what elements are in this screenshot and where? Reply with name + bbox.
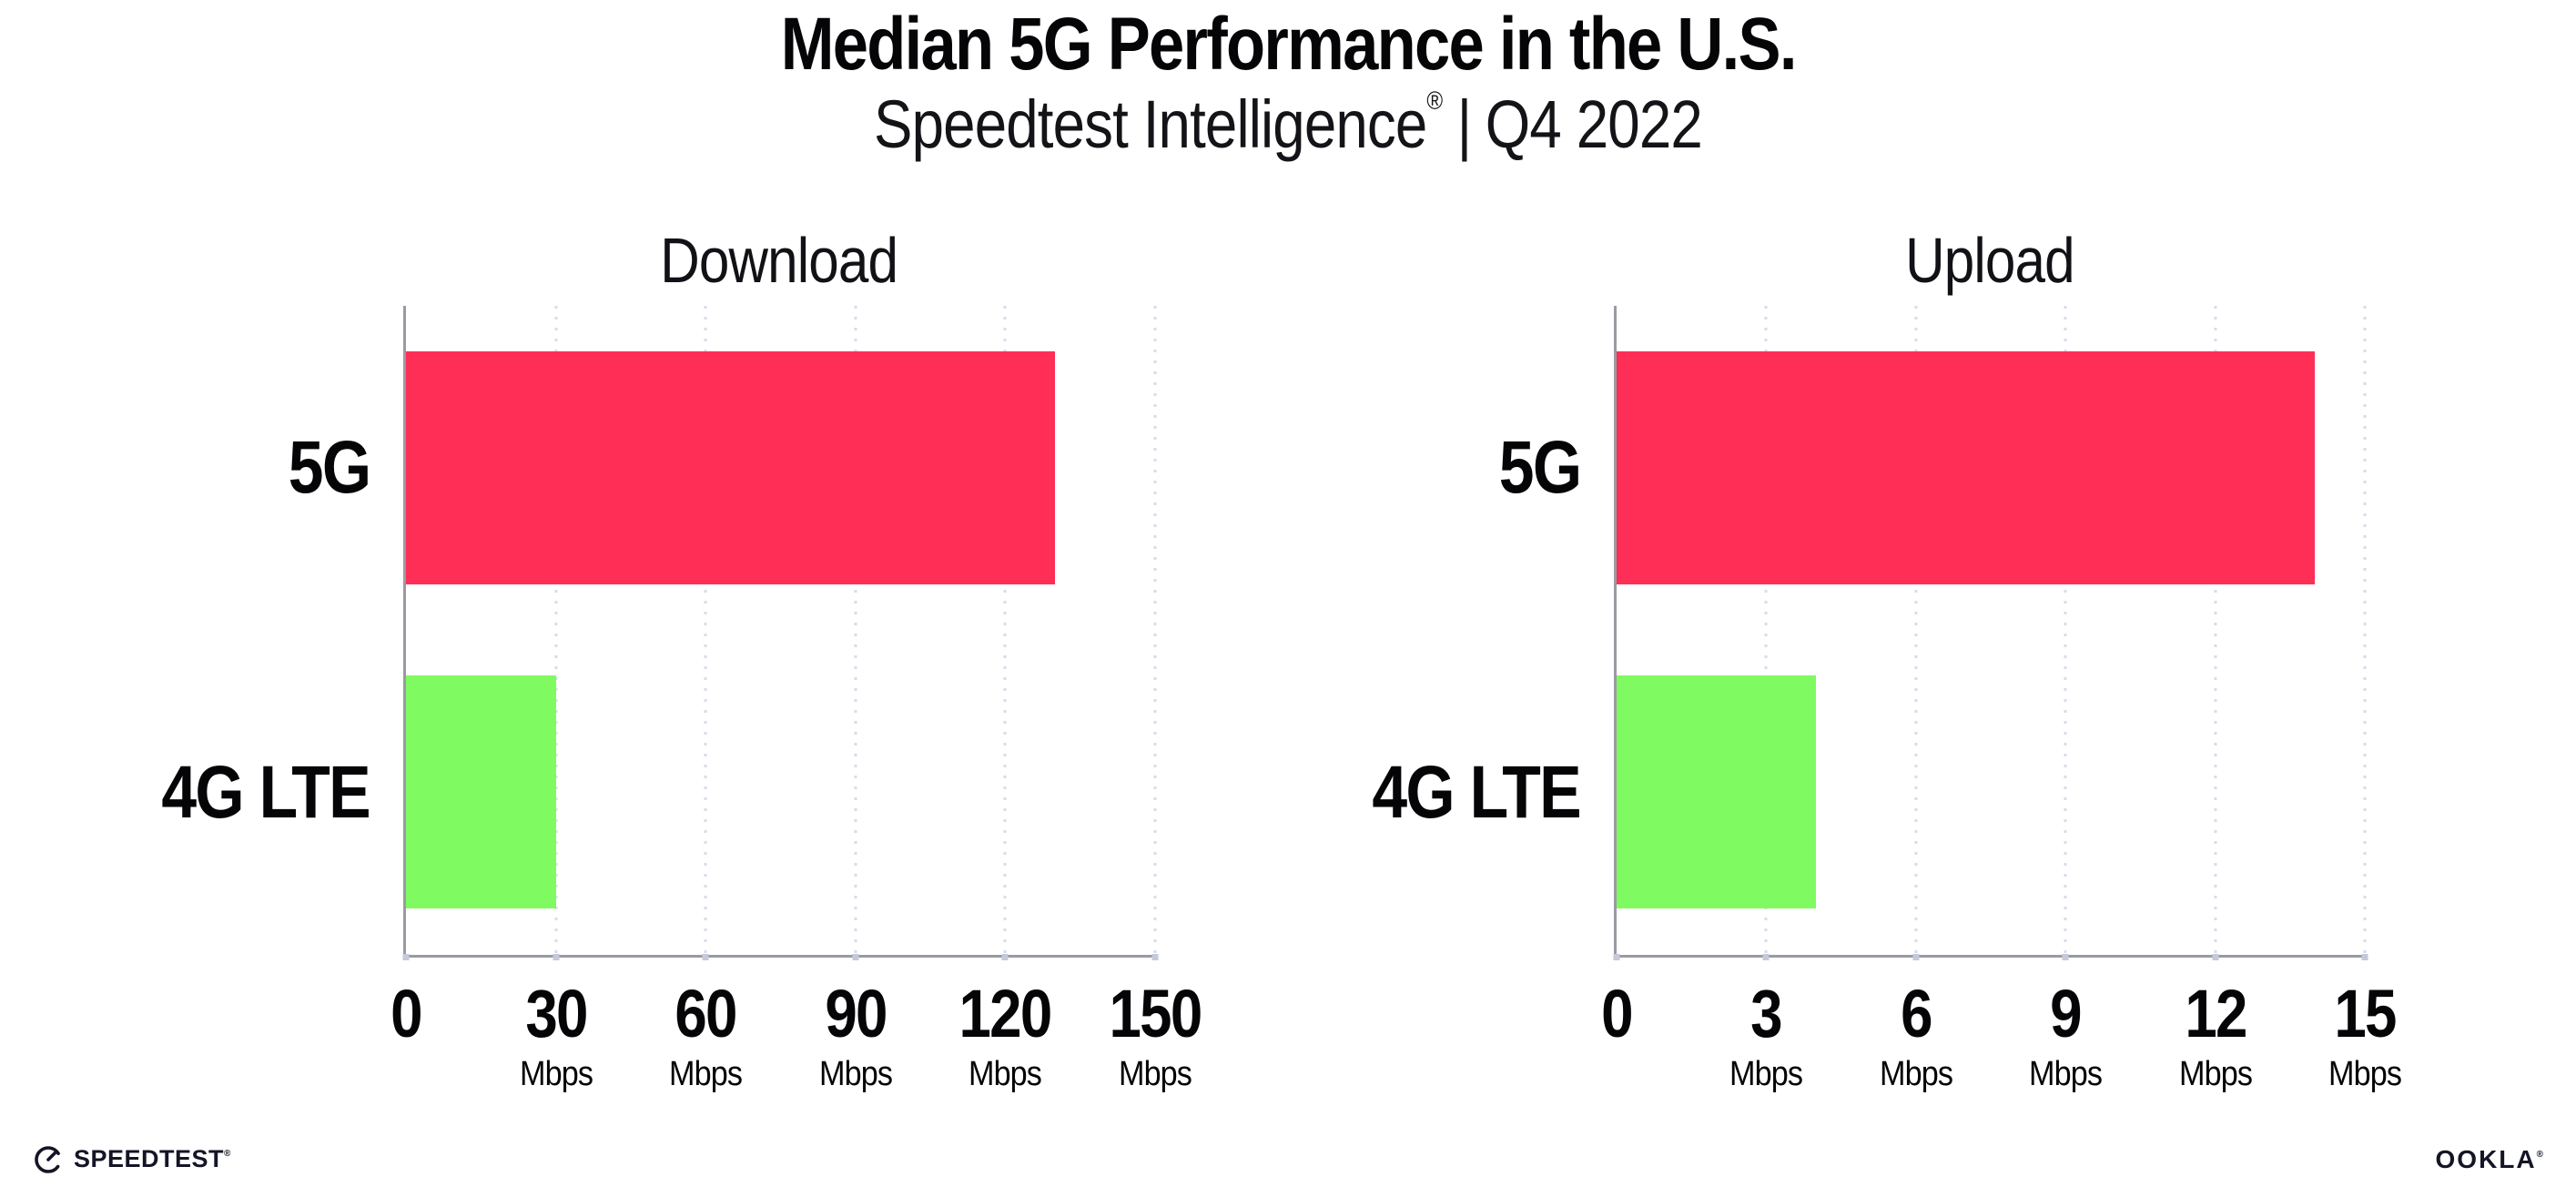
gridline — [2363, 306, 2367, 955]
gridline — [1914, 306, 1918, 955]
x-tick-unit: Mbps — [2029, 1055, 2103, 1093]
x-tick-value: 3 — [1750, 976, 1783, 1051]
gridline — [1153, 306, 1157, 955]
x-tick-unit: Mbps — [2178, 1055, 2253, 1093]
x-tick-label: 6 Mbps — [1875, 976, 1956, 1093]
gridline — [2214, 306, 2217, 955]
bar-4g-lte — [406, 675, 556, 909]
x-tick-value: 30 — [524, 976, 588, 1051]
category-label-4g-lte: 4G LTE — [1372, 750, 1581, 834]
axis-tick-dot — [1762, 954, 1770, 960]
x-tick-unit: Mbps — [1729, 1055, 1803, 1093]
axis-tick-dot — [1912, 954, 1920, 960]
subplot-title: Upload — [1904, 225, 2074, 296]
category-band — [1617, 631, 2365, 956]
category-band — [406, 306, 1155, 631]
x-tick-value: 12 — [2184, 976, 2247, 1051]
x-tick-label: 9 Mbps — [2025, 976, 2106, 1093]
x-tick-value: 60 — [674, 976, 738, 1051]
x-tick-label: 0 — [1598, 980, 1634, 1048]
x-tick-label: 0 — [388, 980, 423, 1048]
trademark-icon: ® — [224, 1148, 231, 1159]
x-tick-label: 60 Mbps — [665, 976, 746, 1093]
axis-tick-dot — [1613, 954, 1620, 960]
subplot-title: Download — [660, 225, 899, 296]
x-tick-label: 150 Mbps — [1101, 976, 1208, 1093]
subtitle-divider: | — [1456, 86, 1473, 162]
speedtest-wordmark: SPEEDTEST® — [74, 1144, 231, 1172]
ookla-logo: OOKLA® — [2435, 1145, 2543, 1173]
x-tick-value: 90 — [825, 976, 887, 1051]
axis-tick-dot — [2361, 954, 2368, 960]
axis-tick-dot — [1151, 954, 1159, 960]
registered-mark-icon: ® — [1426, 86, 1444, 115]
axis-tick-dot — [1001, 954, 1009, 960]
x-tick-label: 15 Mbps — [2325, 976, 2406, 1093]
x-tick-unit: Mbps — [669, 1055, 743, 1093]
axis-tick-dot — [553, 954, 560, 960]
x-tick-unit: Mbps — [818, 1055, 893, 1093]
chart-subtitle: Speedtest Intelligence® | Q4 2022 — [0, 86, 2576, 163]
axis-tick-dot — [2062, 954, 2069, 960]
category-band — [1617, 306, 2365, 631]
category-label-5g: 5G — [288, 426, 370, 510]
gridline — [554, 306, 558, 955]
plot-area: 5G 4G LTE 0 30 Mbps 60 Mbps 90 Mbps 120 Mbps 150 M… — [161, 306, 1202, 1091]
bar-4g-lte — [1617, 675, 1817, 909]
x-tick-value: 15 — [2334, 976, 2397, 1051]
gridline — [854, 306, 857, 955]
x-tick-unit: Mbps — [969, 1055, 1042, 1093]
speedtest-gauge-icon — [35, 1146, 62, 1173]
subtitle-period: Q4 2022 — [1485, 86, 1703, 162]
x-tick-label: 12 Mbps — [2175, 976, 2256, 1093]
x-tick-value: 9 — [2050, 976, 2082, 1051]
x-tick-label: 120 Mbps — [952, 976, 1059, 1093]
x-tick-value: 0 — [390, 976, 422, 1051]
bar-5g — [1617, 350, 2316, 584]
x-tick-unit: Mbps — [1879, 1055, 1953, 1093]
x-tick-value: 0 — [1601, 976, 1633, 1051]
chart-title-text: Median 5G Performance in the U.S. — [780, 3, 1798, 86]
download-chart: Download 5G 4G LTE 0 30 Mbps 60 Mbps 90 Mbps 12… — [161, 0, 1202, 1197]
subtitle-brand: Speedtest Intelligence — [874, 86, 1427, 162]
gridline — [1003, 306, 1007, 955]
axis-tick-dot — [852, 954, 859, 960]
x-tick-label: 30 Mbps — [515, 976, 596, 1093]
axis-tick-dot — [2212, 954, 2219, 960]
x-tick-unit: Mbps — [2328, 1055, 2402, 1093]
axis-tick-dot — [702, 954, 709, 960]
chart-title: Median 5G Performance in the U.S. — [0, 2, 2576, 87]
axis-tick-dot — [402, 954, 410, 960]
x-tick-value: 6 — [1900, 976, 1932, 1051]
chart-subtitle-text: Speedtest Intelligence® | Q4 2022 — [874, 86, 1703, 163]
category-band — [406, 631, 1155, 956]
bar-5g — [406, 350, 1056, 584]
x-tick-value: 120 — [958, 976, 1053, 1051]
speedtest-logo: SPEEDTEST® — [33, 1143, 231, 1174]
gridline — [2064, 306, 2067, 955]
x-tick-unit: Mbps — [1118, 1055, 1192, 1093]
x-tick-value: 150 — [1109, 976, 1202, 1051]
gridline — [1764, 306, 1768, 955]
x-tick-unit: Mbps — [519, 1055, 593, 1093]
x-tick-label: 3 Mbps — [1726, 976, 1807, 1093]
category-label-5g: 5G — [1498, 426, 1581, 510]
category-label-4g-lte: 4G LTE — [161, 750, 370, 834]
gridline — [704, 306, 707, 955]
upload-chart: Upload 5G 4G LTE 0 3 Mbps 6 Mbps 9 Mbps 12 Mbps 1… — [1372, 0, 2402, 1197]
x-tick-label: 90 Mbps — [815, 976, 896, 1093]
registered-mark-icon: ® — [2536, 1150, 2543, 1160]
plot-area: 5G 4G LTE 0 3 Mbps 6 Mbps 9 Mbps 12 Mbps 15 Mbps — [1372, 306, 2402, 1091]
